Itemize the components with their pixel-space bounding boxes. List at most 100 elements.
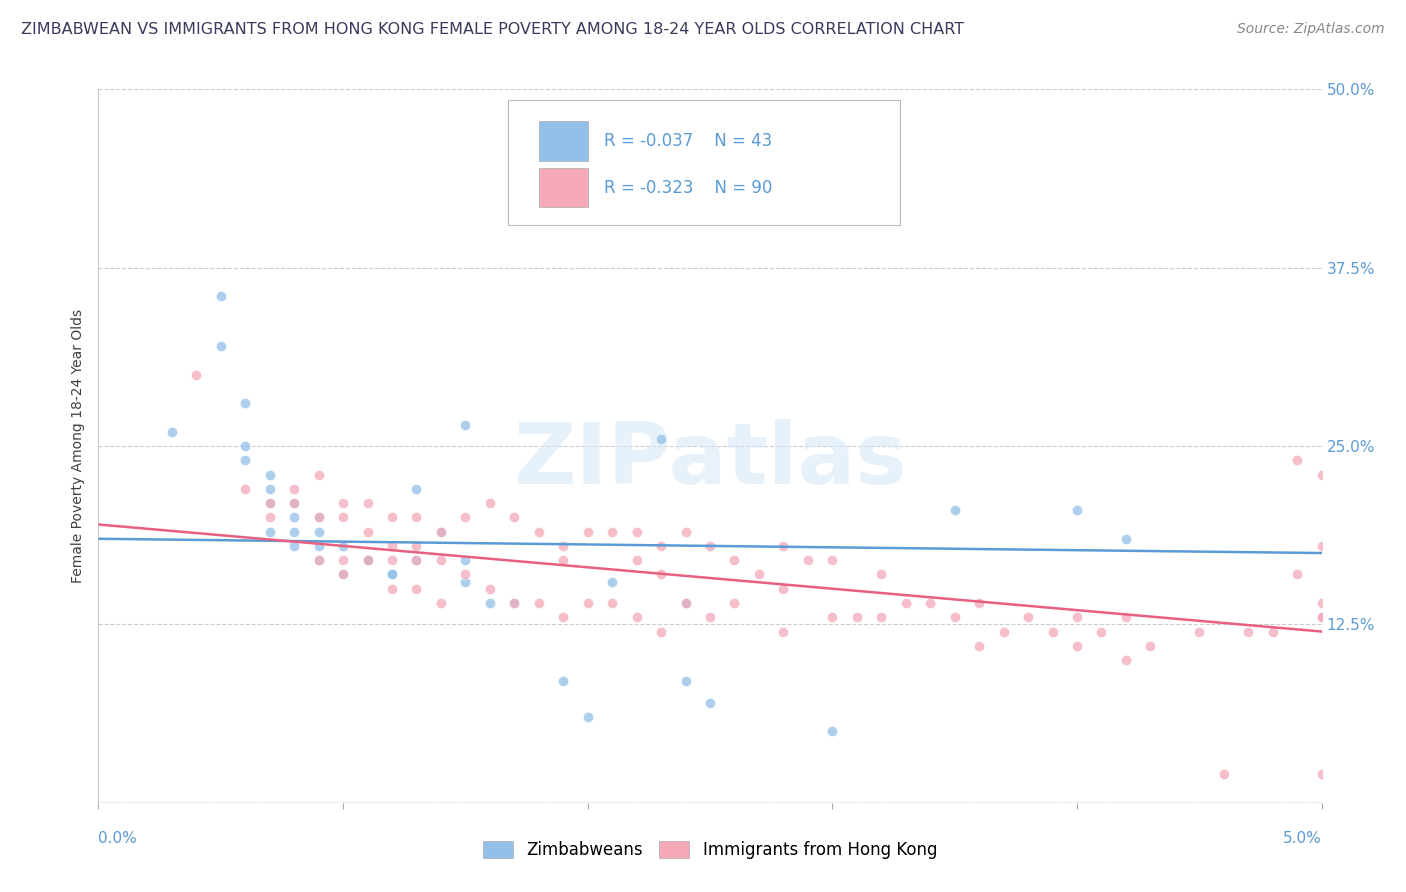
Point	[772, 624, 794, 639]
Point	[381, 567, 404, 582]
Point	[797, 553, 820, 567]
Point	[821, 610, 844, 624]
Point	[454, 510, 477, 524]
Point	[503, 596, 526, 610]
Point	[1090, 624, 1112, 639]
Point	[283, 496, 305, 510]
Point	[454, 553, 477, 567]
Point	[283, 539, 305, 553]
Point	[699, 696, 721, 710]
Point	[626, 610, 648, 624]
Point	[600, 524, 623, 539]
Point	[675, 596, 697, 610]
Point	[723, 596, 745, 610]
Point	[259, 482, 281, 496]
Point	[233, 396, 256, 410]
Point	[283, 496, 305, 510]
Point	[650, 432, 672, 446]
Point	[626, 524, 648, 539]
Point	[283, 524, 305, 539]
Point	[356, 553, 378, 567]
Point	[723, 553, 745, 567]
Point	[870, 610, 893, 624]
Point	[381, 553, 404, 567]
Point	[1310, 767, 1333, 781]
Point	[675, 524, 697, 539]
Point	[308, 553, 330, 567]
Point	[576, 596, 599, 610]
Point	[332, 539, 354, 553]
Point	[553, 539, 575, 553]
Point	[821, 724, 844, 739]
Point	[772, 582, 794, 596]
Point	[650, 539, 672, 553]
Point	[576, 710, 599, 724]
Point	[308, 524, 330, 539]
Point	[650, 567, 672, 582]
Point	[454, 417, 477, 432]
Point	[381, 510, 404, 524]
Point	[503, 510, 526, 524]
Point	[405, 553, 427, 567]
Point	[1115, 610, 1137, 624]
Point	[454, 574, 477, 589]
Point	[308, 510, 330, 524]
Point	[600, 596, 623, 610]
Point	[283, 482, 305, 496]
Point	[233, 482, 256, 496]
Point	[209, 289, 232, 303]
Point	[332, 496, 354, 510]
Point	[1237, 624, 1260, 639]
Point	[405, 510, 427, 524]
Point	[993, 624, 1015, 639]
Point	[553, 674, 575, 689]
Point	[1066, 503, 1088, 517]
Point	[186, 368, 208, 382]
Point	[943, 610, 966, 624]
Point	[1139, 639, 1161, 653]
Point	[160, 425, 183, 439]
Point	[821, 553, 844, 567]
Point	[1261, 624, 1284, 639]
Point	[1286, 567, 1309, 582]
Point	[478, 596, 501, 610]
Text: R = -0.323    N = 90: R = -0.323 N = 90	[603, 178, 772, 196]
Point	[503, 596, 526, 610]
Point	[553, 610, 575, 624]
Point	[308, 539, 330, 553]
Point	[259, 496, 281, 510]
Point	[1115, 653, 1137, 667]
Point	[332, 567, 354, 582]
Point	[454, 567, 477, 582]
Point	[405, 553, 427, 567]
Point	[430, 524, 453, 539]
Point	[332, 510, 354, 524]
FancyBboxPatch shape	[538, 168, 588, 207]
Point	[1042, 624, 1064, 639]
Point	[233, 453, 256, 467]
Point	[259, 510, 281, 524]
Point	[430, 596, 453, 610]
Legend: Zimbabweans, Immigrants from Hong Kong: Zimbabweans, Immigrants from Hong Kong	[477, 834, 943, 866]
Point	[675, 674, 697, 689]
Text: R = -0.037    N = 43: R = -0.037 N = 43	[603, 132, 772, 150]
Text: ZIPatlas: ZIPatlas	[513, 418, 907, 502]
Point	[259, 467, 281, 482]
Point	[478, 496, 501, 510]
Point	[381, 582, 404, 596]
Point	[967, 639, 990, 653]
Point	[967, 596, 990, 610]
Point	[600, 574, 623, 589]
Text: Source: ZipAtlas.com: Source: ZipAtlas.com	[1237, 22, 1385, 37]
Point	[356, 553, 378, 567]
Point	[845, 610, 868, 624]
Point	[894, 596, 917, 610]
Point	[405, 539, 427, 553]
Point	[650, 624, 672, 639]
Point	[1286, 453, 1309, 467]
FancyBboxPatch shape	[538, 121, 588, 161]
Point	[308, 510, 330, 524]
Point	[430, 524, 453, 539]
Point	[1115, 532, 1137, 546]
FancyBboxPatch shape	[508, 100, 900, 225]
